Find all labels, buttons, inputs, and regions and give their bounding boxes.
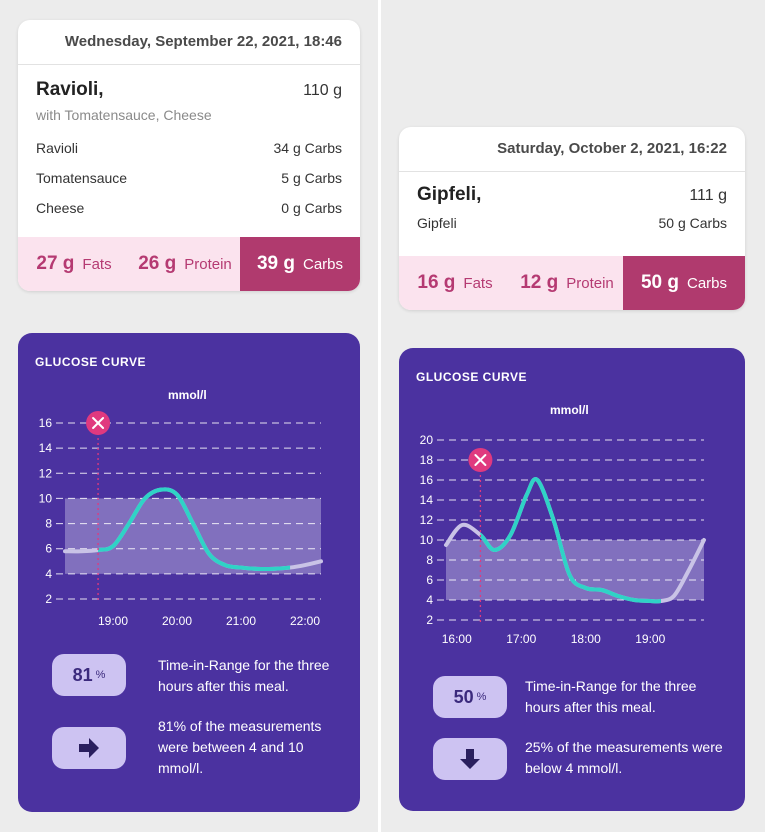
target-range-band [446,540,704,600]
ingredient-row: Tomatensauce 5 g Carbs [18,163,360,193]
glucose-curve-card: 2 4 6 8 10 12 14 16 19:00 20:00 21:00 22:00 GLUCOSE… [18,333,360,812]
x-tick-label: 19:00 [98,614,128,628]
fats-macro: 16 g Fats [399,256,511,310]
macro-bar: 16 g Fats 12 g Protein 50 g Carbs [399,256,745,310]
macro-bar: 27 g Fats 26 g Protein 39 g Carbs [18,237,360,291]
time-in-range-unit: % [95,669,106,681]
ingredient-name: Ravioli [36,140,79,156]
meal-weight: 110 g [303,82,342,99]
ingredient-row: Cheese 0 g Carbs [18,193,360,223]
y-tick-label: 12 [39,466,53,480]
meal-panel-left: Wednesday, September 22, 2021, 18:46 Rav… [0,0,378,832]
ingredient-name: Cheese [36,200,85,216]
y-tick-label: 16 [39,416,53,430]
time-in-range-badge: 81 % [52,654,126,696]
ingredient-row: Ravioli 34 g Carbs [18,133,360,163]
y-tick-label: 2 [426,613,433,627]
y-tick-label: 8 [426,553,433,567]
x-tick-label: 16:00 [442,632,472,646]
y-tick-label: 10 [420,533,434,547]
meal-card: Wednesday, September 22, 2021, 18:46 Rav… [18,20,360,291]
meal-weight: 111 g [689,187,727,204]
ingredient-name: Tomatensauce [36,170,128,186]
meal-panel-right: Saturday, October 2, 2021, 16:22 Gipfeli… [381,0,765,832]
glucose-chart: 2 4 6 8 10 12 14 16 19:00 20:00 21:00 22:00 [39,411,323,628]
fats-value: 16 g [417,272,456,293]
glucose-curve [98,487,291,571]
measurement-stat-text: 25% of the measurements were below 4 mmo… [525,739,723,776]
carbs-label: Carbs [687,274,728,292]
x-tick-label: 17:00 [506,632,536,646]
unit-label: mmol/l [168,388,207,402]
protein-macro: 12 g Protein [511,256,623,310]
arrow-down-icon [460,749,480,769]
x-tick-label: 21:00 [226,614,256,628]
target-range-band [65,498,321,574]
y-tick-label: 4 [45,567,52,581]
meal-card: Saturday, October 2, 2021, 16:22 Gipfeli… [399,127,745,310]
carbs-value: 39 g [256,253,295,274]
glucose-curve-card: 2 4 6 8 10 12 14 16 18 20 16:00 17:00 18:00 19:00 GLU… [399,348,745,811]
protein-macro: 26 g Protein [130,237,240,291]
y-tick-label: 6 [426,573,433,587]
ingredient-carbs: 0 g Carbs [281,200,342,216]
fats-macro: 27 g Fats [18,237,130,291]
meal-title: Ravioli, [36,79,104,100]
fork-knife-icon [86,411,111,435]
unit-label: mmol/l [550,403,589,417]
fats-label: Fats [463,274,493,292]
time-in-range-badge: 50 % [433,676,507,718]
time-in-range-text: Time-in-Range for the three hours after … [525,678,697,715]
y-tick-label: 20 [420,433,434,447]
arrow-right-icon [79,738,99,758]
ingredient-row: Gipfeli 50 g Carbs [399,208,745,238]
ingredient-name: Gipfeli [417,215,457,231]
x-tick-label: 20:00 [162,614,192,628]
y-tick-label: 14 [39,441,53,455]
fork-knife-icon [468,448,493,472]
meal-date: Saturday, October 2, 2021, 16:22 [399,127,745,172]
y-tick-label: 18 [420,453,434,467]
y-tick-label: 10 [39,491,53,505]
y-tick-label: 12 [420,513,434,527]
glucose-curve-title: GLUCOSE CURVE [416,370,527,384]
protein-value: 12 g [520,272,559,293]
y-tick-label: 16 [420,473,434,487]
meal-date: Wednesday, September 22, 2021, 18:46 [18,20,360,65]
protein-value: 26 g [138,253,177,274]
fats-label: Fats [82,255,112,273]
x-tick-label: 19:00 [635,632,665,646]
time-in-range-text: Time-in-Range for the three hours after … [158,657,330,694]
y-tick-label: 14 [420,493,434,507]
protein-label: Protein [184,255,232,273]
meal-subtitle: with Tomatensauce, Cheese [36,107,212,123]
time-in-range-value: 81 [72,664,93,685]
ingredient-carbs: 5 g Carbs [281,170,342,186]
ingredient-carbs: 50 g Carbs [658,215,727,231]
carbs-macro: 50 g Carbs [623,256,745,310]
carbs-macro: 39 g Carbs [240,237,360,291]
y-tick-label: 6 [45,542,52,556]
y-tick-label: 8 [45,517,52,531]
measurement-stat-badge [52,727,126,769]
protein-label: Protein [566,274,614,292]
measurement-stat-badge [433,738,507,780]
measurement-stat-text: 81% of the measurements were between 4 a… [158,718,322,776]
y-tick-label: 4 [426,593,433,607]
ingredient-carbs: 34 g Carbs [273,140,342,156]
time-in-range-value: 50 [453,686,474,707]
x-tick-label: 22:00 [290,614,320,628]
glucose-curve-title: GLUCOSE CURVE [35,355,146,369]
carbs-label: Carbs [303,255,344,273]
glucose-curve [480,477,662,604]
time-in-range-unit: % [476,691,487,703]
x-tick-label: 18:00 [571,632,601,646]
carbs-value: 50 g [640,272,679,293]
glucose-chart: 2 4 6 8 10 12 14 16 18 20 16:00 17:00 18:00 19:00 [420,433,706,646]
meal-title: Gipfeli, [417,184,482,205]
fats-value: 27 g [36,253,75,274]
y-tick-label: 2 [45,592,52,606]
